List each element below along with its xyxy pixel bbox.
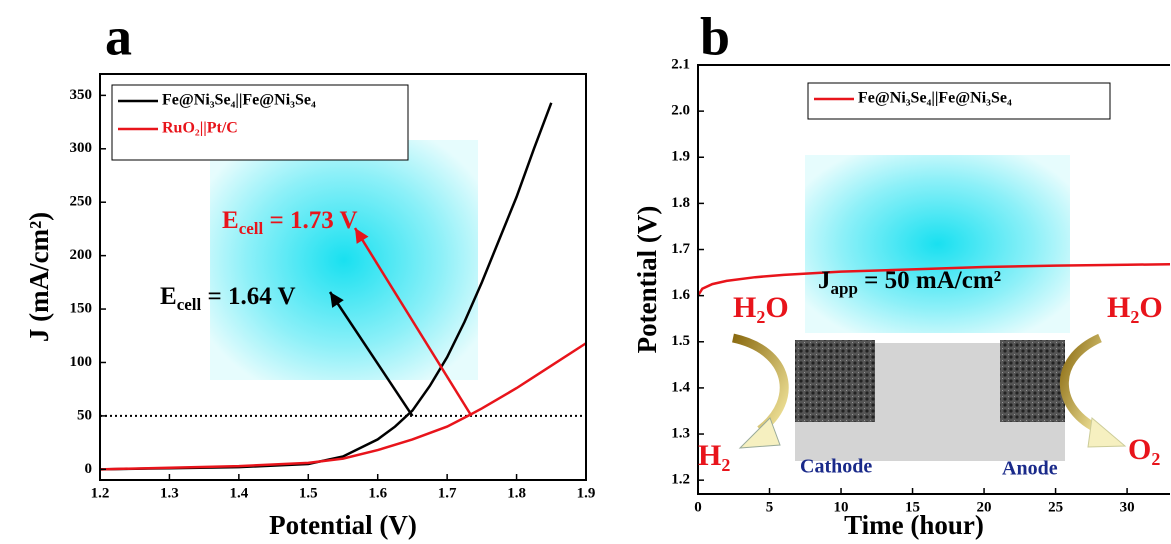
cathode-foam <box>795 340 875 422</box>
data-line <box>696 263 1171 297</box>
x-tick-label: 1.6 <box>368 485 387 501</box>
image-label: H₂O <box>733 291 789 324</box>
plot-frame <box>697 64 1170 495</box>
glow-decoration <box>805 155 1070 333</box>
y-tick-label: 1.7 <box>671 241 690 257</box>
glow-decoration <box>210 140 478 380</box>
x-tick-label: 0 <box>694 499 702 515</box>
y-tick-label: 350 <box>70 87 93 103</box>
annotation-tail: = 50 mA/cm² <box>858 267 1001 294</box>
y-tick-label: 1.9 <box>671 149 690 165</box>
arrow-head <box>738 417 781 449</box>
y-tick-label: 0 <box>85 461 93 477</box>
annotation: Japp = 50 mA/cm² <box>818 267 1001 298</box>
x-tick-label: 1.9 <box>577 485 596 501</box>
image-label: H₂ <box>698 439 730 472</box>
curved-arrow <box>731 333 789 434</box>
x-tick-label: 10 <box>834 499 849 515</box>
annotation-sub: app <box>831 279 858 298</box>
x-tick-label: 1.7 <box>438 485 457 501</box>
y-tick-label: 1.6 <box>671 287 690 303</box>
y-tick-label: 2.0 <box>671 103 690 119</box>
y-tick-label: 1.5 <box>671 333 690 349</box>
annotation-sub: cell <box>239 219 264 238</box>
y-tick-label: 50 <box>77 407 92 423</box>
y-tick-label: 200 <box>70 247 93 263</box>
legend-label: Fe@Ni₃Se₄||Fe@Ni₃Se₄ <box>162 92 316 109</box>
annotation-sub: cell <box>177 295 202 314</box>
y-tick-label: 100 <box>70 354 93 370</box>
x-tick-label: 1.2 <box>91 485 110 501</box>
annotation-main: E <box>222 207 239 234</box>
curved-arrow <box>1059 333 1102 435</box>
annotation-main: J <box>818 267 831 294</box>
y-tick-label: 2.1 <box>671 56 690 72</box>
annotation: Ecell = 1.64 V <box>160 283 296 314</box>
annotation-arrow <box>353 227 473 417</box>
arrow-head <box>355 228 369 244</box>
legend-label: Fe@Ni₃Se₄||Fe@Ni₃Se₄ <box>858 90 1012 107</box>
x-tick-label: 1.4 <box>229 485 248 501</box>
arrow-head <box>1087 417 1127 448</box>
x-tick-label: 1.8 <box>507 485 526 501</box>
x-tick-label: 1.3 <box>160 485 179 501</box>
annotation-arrow <box>328 291 414 417</box>
y-tick-label: 1.3 <box>671 425 690 441</box>
y-tick-label: 150 <box>70 300 93 316</box>
x-tick-label: 20 <box>977 499 992 515</box>
x-tick-label: 25 <box>1048 499 1063 515</box>
arrow-head <box>330 292 344 308</box>
legend-box <box>807 82 1111 120</box>
image-label: Cathode <box>800 456 872 478</box>
y-axis-title: Potential (V) <box>632 206 662 354</box>
y-tick-label: 1.2 <box>671 472 690 488</box>
panel-label: a <box>105 6 132 66</box>
y-tick-label: 250 <box>70 194 93 210</box>
image-label: H₂O <box>1107 291 1163 324</box>
y-tick-label: 1.8 <box>671 195 690 211</box>
legend-label: RuO₂||Pt/C <box>162 120 238 137</box>
x-tick-label: 5 <box>766 499 774 515</box>
image-label: O₂ <box>1128 433 1160 466</box>
y-tick-label: 300 <box>70 140 93 156</box>
annotation-tail: = 1.64 V <box>201 283 295 310</box>
panel-label: b <box>700 6 730 66</box>
image-label: Anode <box>1002 458 1058 480</box>
annotation-tail: = 1.73 V <box>263 207 357 234</box>
anode-foam <box>1000 340 1065 422</box>
x-axis-title: Time (hour) <box>844 510 984 540</box>
x-tick-label: 15 <box>905 499 920 515</box>
electrolyzer-photo <box>731 333 1127 461</box>
x-tick-label: 30 <box>1120 499 1135 515</box>
data-line <box>99 342 587 471</box>
annotation-main: E <box>160 283 177 310</box>
y-tick-label: 1.4 <box>671 379 690 395</box>
y-axis-title: J (mA/cm²) <box>24 212 54 342</box>
x-axis-title: Potential (V) <box>269 510 417 540</box>
annotation: Ecell = 1.73 V <box>222 207 358 238</box>
x-tick-label: 1.5 <box>299 485 318 501</box>
legend-box <box>111 84 409 161</box>
